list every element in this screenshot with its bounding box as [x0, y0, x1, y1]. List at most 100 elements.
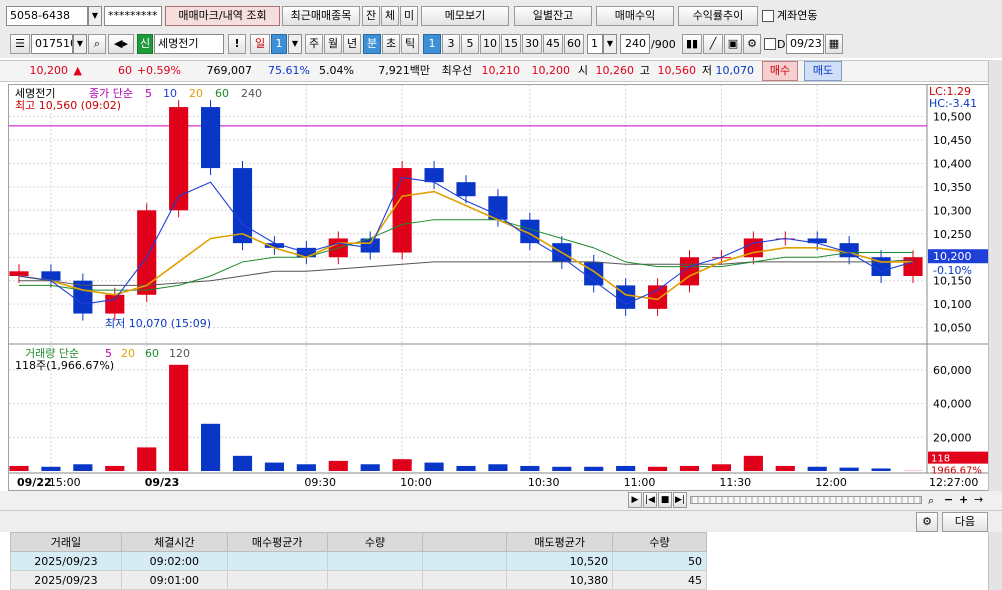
unit-dropdown[interactable]: ▼	[603, 34, 617, 54]
volume-bar	[200, 423, 221, 471]
settings-icon[interactable]: ⚙	[743, 34, 761, 54]
period-number-dropdown[interactable]: ▼	[288, 34, 302, 54]
count-field[interactable]: 240	[620, 34, 650, 54]
toolbar-row-2: ☰ 017510 ▼ ⌕ ◀▸ 신 세명전기 ! 일 1 ▼ 주 월 년 분 초…	[0, 32, 1002, 58]
account-field[interactable]: 5058-6438	[6, 6, 88, 26]
account-dropdown[interactable]: ▼	[88, 6, 102, 26]
ma5-line	[18, 176, 914, 305]
table-row[interactable]: 2025/09/23 09:01:00 10,380 45	[10, 570, 707, 590]
candle-body	[41, 271, 61, 281]
period-number[interactable]: 1	[271, 34, 287, 54]
date-field[interactable]: 09/23	[786, 34, 824, 54]
table-header-row: 거래일 체결시간 매수평균가 수량 매도평균가 수량	[10, 532, 707, 552]
period-year[interactable]: 년	[343, 34, 361, 54]
x-axis-label: 09:30	[304, 476, 336, 489]
date-checkbox[interactable]	[764, 38, 776, 50]
profit-trend-button[interactable]: 수익률추이	[678, 6, 758, 26]
cell-sell-qty: 50	[612, 551, 707, 571]
chart-area[interactable]: 10,500 10,450 10,400 10,350 10,300 10,250 10,2…	[8, 84, 994, 491]
arrow-right-icon[interactable]: →	[974, 493, 984, 506]
alert-button[interactable]: !	[228, 34, 246, 54]
header-sell-avg: 매도평균가	[506, 532, 614, 552]
vertical-scrollbar[interactable]	[988, 60, 1002, 590]
minute-10[interactable]: 10	[480, 34, 500, 54]
open-price: 10,260	[595, 64, 635, 77]
minus-icon[interactable]: −	[944, 493, 954, 506]
stock-code-dropdown[interactable]: ▼	[73, 34, 87, 54]
change-rate: +0.59%	[136, 64, 181, 77]
horizontal-scroll-track[interactable]	[690, 496, 922, 504]
minute-15[interactable]: 15	[501, 34, 521, 54]
volume-bar	[137, 447, 157, 471]
last-page-button[interactable]: ▶|	[673, 492, 687, 508]
zoom-out-icon[interactable]: ⌕	[928, 494, 935, 507]
tab-executed[interactable]: 체	[381, 6, 399, 26]
scroll-left-button[interactable]: ▶	[628, 492, 642, 508]
minute-3[interactable]: 3	[442, 34, 460, 54]
volume-bar	[232, 455, 253, 471]
header-sell-qty: 수량	[612, 532, 707, 552]
first-page-button[interactable]: |◀	[643, 492, 657, 508]
period-month[interactable]: 월	[324, 34, 342, 54]
period-tick[interactable]: 틱	[401, 34, 419, 54]
menu-icon[interactable]: ☰	[10, 34, 30, 54]
password-field[interactable]: *********	[104, 6, 162, 26]
table-row[interactable]: 2025/09/23 09:02:00 10,520 50	[10, 551, 707, 571]
cell-exec-time: 09:01:00	[120, 570, 228, 590]
minute-30[interactable]: 30	[522, 34, 542, 54]
daily-balance-button[interactable]: 일별잔고	[514, 6, 592, 26]
speaker-icon[interactable]: ◀▸	[108, 34, 134, 54]
volume-bar	[360, 464, 380, 471]
minute-5[interactable]: 5	[461, 34, 479, 54]
tab-unfilled[interactable]: 미	[400, 6, 418, 26]
volume-legend-period: 120	[169, 347, 190, 360]
volume-bar	[616, 465, 636, 471]
candle-type-icon[interactable]: ▮▮	[682, 34, 702, 54]
buy-button[interactable]: 매수	[762, 61, 798, 81]
tab-balance[interactable]: 잔	[362, 6, 380, 26]
account-link-checkbox[interactable]	[762, 10, 774, 22]
price-legend-period: 20	[189, 87, 203, 100]
stop-button[interactable]: ■	[658, 492, 672, 508]
x-axis-label: 09/22	[17, 476, 52, 489]
period-week[interactable]: 주	[305, 34, 323, 54]
candle-body	[584, 261, 604, 286]
draw-tool-icon[interactable]: ╱	[703, 34, 723, 54]
volume-bar	[552, 466, 572, 471]
period-day-button[interactable]: 일	[250, 34, 270, 54]
trade-profit-button[interactable]: 매매수익	[596, 6, 674, 26]
minute-45[interactable]: 45	[543, 34, 563, 54]
search-icon[interactable]: ⌕	[88, 34, 106, 54]
cell-buy-qty	[326, 570, 424, 590]
period-minute[interactable]: 분	[363, 34, 381, 54]
cell-sell-avg: 10,520	[506, 551, 614, 571]
unit-field[interactable]: 1	[587, 34, 603, 54]
plus-icon[interactable]: +	[959, 493, 969, 506]
price-tick-label: 10,050	[933, 322, 972, 335]
price-volume-chart[interactable]: 10,500 10,450 10,400 10,350 10,300 10,250 10,2…	[9, 85, 993, 490]
trade-history-table: 거래일 체결시간 매수평균가 수량 매도평균가 수량 2025/09/23 09…	[10, 532, 707, 590]
volume-bar	[807, 466, 827, 471]
period-second[interactable]: 초	[382, 34, 400, 54]
count-total: /900	[651, 38, 676, 51]
mark-history-button[interactable]: 매매마크/내역 조회	[165, 6, 280, 26]
price-legend-period: 10	[163, 87, 177, 100]
volume-bar	[105, 465, 125, 471]
candle-body	[169, 107, 189, 211]
header-blank	[422, 532, 508, 552]
header-exec-time: 체결시간	[120, 532, 228, 552]
toolbar-row-1: 5058-6438 ▼ ********* 매매마크/내역 조회 최근매매종목 …	[0, 0, 1002, 32]
ma60-line	[19, 219, 913, 291]
sell-button[interactable]: 매도	[804, 61, 842, 81]
stock-code-field[interactable]: 017510	[31, 34, 73, 54]
save-icon[interactable]: ▣	[724, 34, 742, 54]
cell-buy-avg	[226, 551, 328, 571]
next-button[interactable]: 다음	[942, 512, 988, 532]
candle-body	[232, 168, 253, 244]
table-settings-icon[interactable]: ⚙	[916, 512, 938, 532]
calendar-icon[interactable]: ▦	[825, 34, 843, 54]
memo-button[interactable]: 메모보기	[421, 6, 509, 26]
recent-items-button[interactable]: 최근매매종목	[282, 6, 360, 26]
minute-60[interactable]: 60	[564, 34, 584, 54]
minute-1[interactable]: 1	[423, 34, 441, 54]
